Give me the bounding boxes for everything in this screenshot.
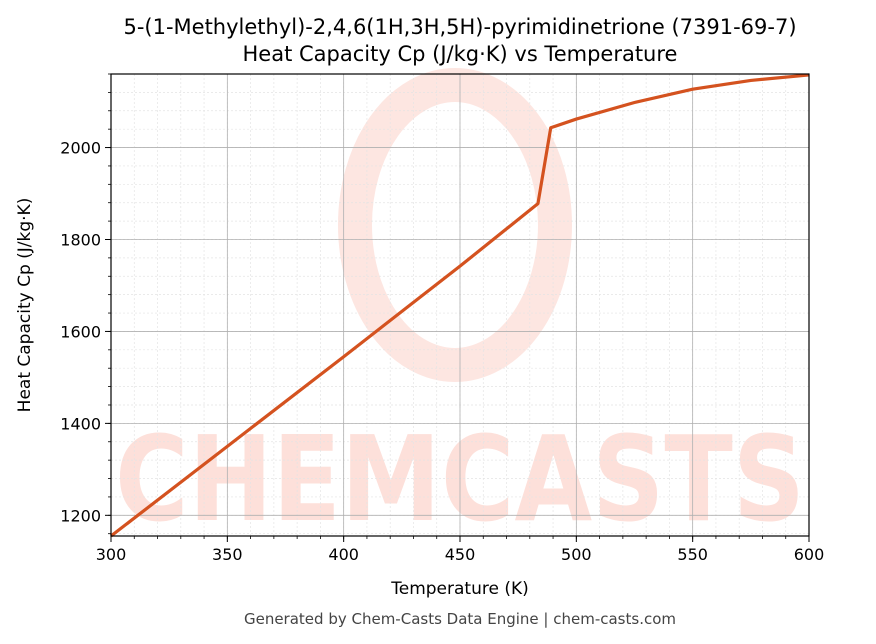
x-axis: 300 350 400 450 500 550 600 <box>96 536 825 564</box>
y-tick-label: 1600 <box>60 322 101 341</box>
y-tick-label: 1800 <box>60 230 101 249</box>
watermark-ring <box>338 68 572 382</box>
major-grid <box>110 74 810 536</box>
x-tick-label: 300 <box>96 545 127 564</box>
x-tick-label: 350 <box>212 545 243 564</box>
plot-area: CHEMCASTS <box>110 68 810 548</box>
x-axis-label: Temperature (K) <box>390 579 529 599</box>
x-tick-label: 450 <box>445 545 476 564</box>
chart-subtitle: Heat Capacity Cp (J/kg·K) vs Temperature <box>243 42 678 66</box>
x-tick-label: 600 <box>794 545 825 564</box>
footer-credit: Generated by Chem-Casts Data Engine | ch… <box>244 610 676 628</box>
y-tick-label: 1400 <box>60 414 101 433</box>
x-tick-label: 400 <box>328 545 359 564</box>
x-tick-label: 500 <box>561 545 592 564</box>
heat-capacity-line <box>110 73 810 538</box>
y-tick-label: 2000 <box>60 139 101 158</box>
x-tick-label: 550 <box>677 545 708 564</box>
y-axis-label: Heat Capacity Cp (J/kg·K) <box>15 198 35 413</box>
y-tick-label: 1200 <box>60 506 101 525</box>
chart-title: 5-(1-Methylethyl)-2,4,6(1H,3H,5H)-pyrimi… <box>123 15 796 39</box>
y-axis: 1200 1400 1600 1800 2000 <box>60 73 111 535</box>
